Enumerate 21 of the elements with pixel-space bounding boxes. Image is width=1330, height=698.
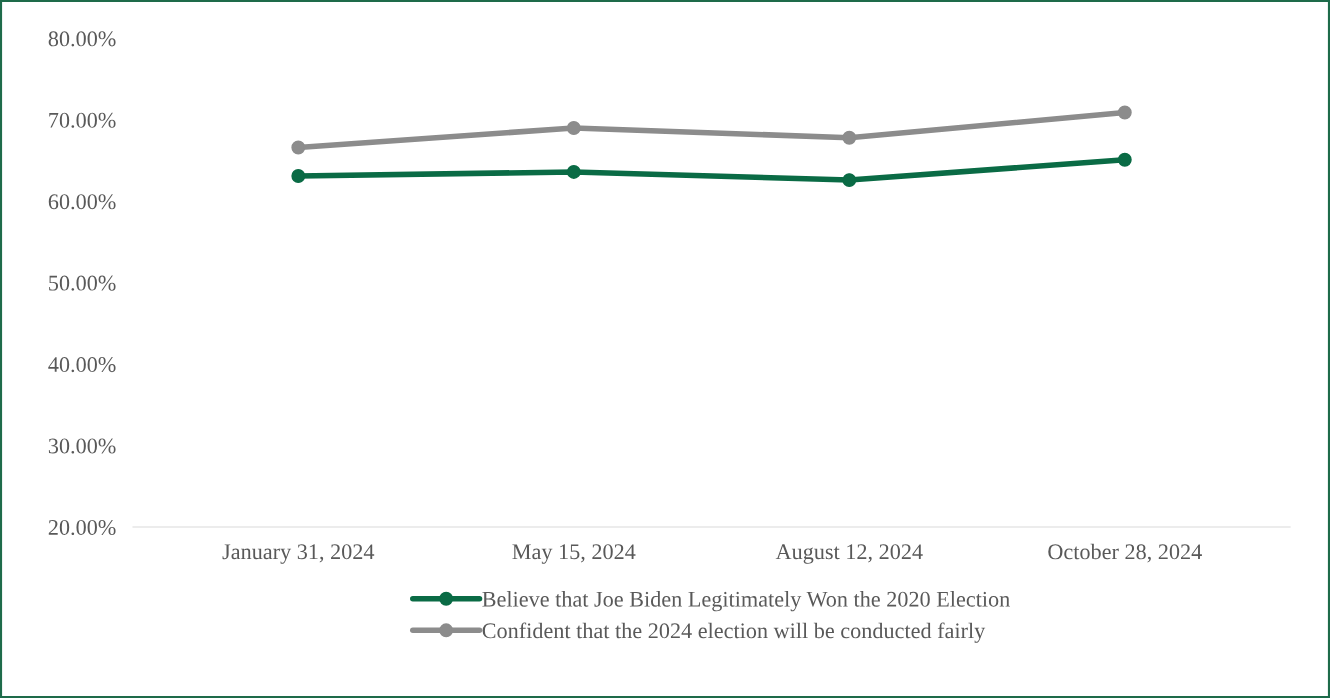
legend-label: Confident that the 2024 election will be conducted fairly	[482, 622, 986, 643]
point	[1117, 152, 1132, 167]
y-tick-label: 80.00%	[48, 31, 116, 47]
legend-label: Believe that Joe Biden Legitimately Won the 2020 Election	[482, 591, 1010, 612]
y-tick-label: 70.00%	[49, 112, 116, 128]
y-tick-label: 60.00%	[48, 194, 116, 210]
y-tick-label: 20.00%	[48, 519, 116, 536]
point	[842, 130, 857, 145]
x-tick-label: October 28, 2024	[1048, 543, 1202, 563]
point	[842, 173, 857, 188]
point	[566, 164, 581, 179]
point	[566, 121, 581, 135]
x-tick-label: August 12, 2024	[775, 544, 923, 564]
y-tick-label: 30.00%	[48, 438, 116, 454]
point	[291, 169, 306, 183]
point	[1117, 105, 1132, 120]
y-tick-label: 50.00%	[49, 275, 116, 291]
y-tick-label: 40.00%	[48, 357, 116, 373]
point	[291, 140, 306, 155]
x-tick-label: May 15, 2024	[512, 544, 636, 564]
x-tick-label: January 31, 2024	[222, 544, 375, 564]
